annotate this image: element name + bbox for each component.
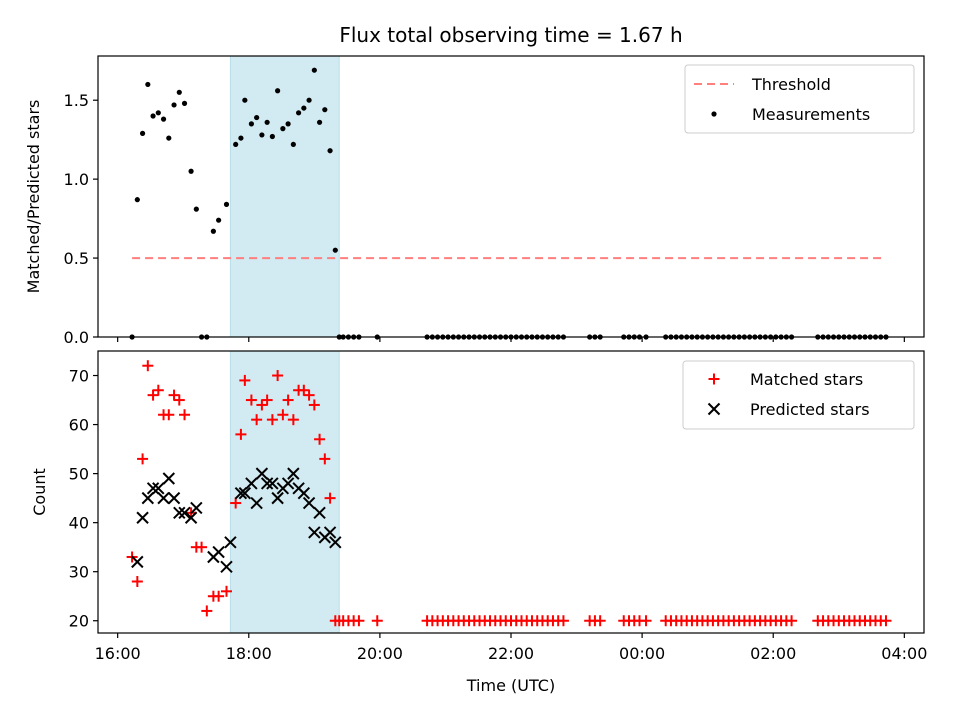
measurement-point [296, 110, 301, 115]
measurement-point [291, 142, 296, 147]
measurement-point [286, 121, 291, 126]
top-shaded-interval [230, 56, 339, 337]
y-tick-label: 50 [69, 465, 89, 484]
measurement-point [156, 110, 161, 115]
bottom-y-ticks: 20 30 40 50 60 70 [69, 367, 98, 631]
measurement-point [312, 68, 317, 73]
legend-matched-label: Matched stars [750, 370, 863, 389]
measurement-point [280, 126, 285, 131]
bottom-y-axis-label: Count [30, 468, 49, 516]
measurement-point [259, 132, 264, 137]
measurement-point [216, 218, 221, 223]
measurement-point [242, 98, 247, 103]
x-tick-label: 02:00 [750, 644, 796, 663]
top-y-axis-label: Matched/Predicted stars [24, 100, 43, 294]
measurement-point [249, 121, 254, 126]
legend-predicted-label: Predicted stars [750, 400, 870, 419]
measurement-point [182, 101, 187, 106]
measurement-point [322, 107, 327, 112]
measurement-point [238, 135, 243, 140]
x-tick-label: 18:00 [226, 644, 272, 663]
measurement-point [275, 88, 280, 93]
y-tick-label: 40 [69, 514, 89, 533]
measurement-point [166, 135, 171, 140]
y-tick-label: 70 [69, 367, 89, 386]
legend-measurements-label: Measurements [752, 105, 870, 124]
measurement-point [150, 113, 155, 118]
top-legend: Threshold Measurements [685, 65, 914, 133]
x-tick-label: 04:00 [881, 644, 927, 663]
top-panel: 0.0 0.5 1.0 1.5 Flux total observing time =… [24, 23, 924, 347]
figure: 0.0 0.5 1.0 1.5 Flux total observing time =… [0, 0, 960, 720]
measurement-point [188, 169, 193, 174]
measurement-point [177, 90, 182, 95]
x-axis-label: Time (UTC) [466, 676, 555, 695]
measurement-point [301, 105, 306, 110]
measurement-point [171, 102, 176, 107]
x-tick-label: 16:00 [95, 644, 141, 663]
measurement-point [140, 131, 145, 136]
measurement-point [145, 82, 150, 87]
y-tick-label: 0.5 [64, 249, 89, 268]
y-tick-label: 60 [69, 416, 89, 435]
bottom-panel: 20 30 40 50 60 70 16:00 18:00 20:00 22:00 00:00 02… [30, 351, 927, 695]
measurement-point [224, 202, 229, 207]
top-y-ticks: 0.0 0.5 1.0 1.5 [64, 91, 98, 347]
y-tick-label: 30 [69, 563, 89, 582]
measurement-point [211, 229, 216, 234]
measurement-point [327, 148, 332, 153]
y-tick-label: 1.0 [64, 170, 89, 189]
measurement-point [135, 197, 140, 202]
measurement-point [233, 142, 238, 147]
measurement-point [333, 248, 338, 253]
measurement-point [161, 117, 166, 122]
bottom-x-ticks: 16:00 18:00 20:00 22:00 00:00 02:00 04:00 [95, 633, 928, 663]
chart-title: Flux total observing time = 1.67 h [339, 23, 682, 47]
legend-measurements-swatch [711, 111, 716, 116]
measurement-point [306, 98, 311, 103]
bottom-legend: Matched stars Predicted stars [683, 361, 914, 429]
measurement-point [317, 120, 322, 125]
x-tick-label: 22:00 [488, 644, 534, 663]
measurement-point [270, 134, 275, 139]
y-tick-label: 0.0 [64, 328, 89, 347]
measurement-point [194, 207, 199, 212]
y-tick-label: 1.5 [64, 91, 89, 110]
legend-threshold-label: Threshold [751, 75, 831, 94]
y-tick-label: 20 [69, 612, 89, 631]
x-tick-label: 20:00 [357, 644, 403, 663]
x-tick-label: 00:00 [619, 644, 665, 663]
measurement-point [254, 115, 259, 120]
measurement-point [265, 120, 270, 125]
